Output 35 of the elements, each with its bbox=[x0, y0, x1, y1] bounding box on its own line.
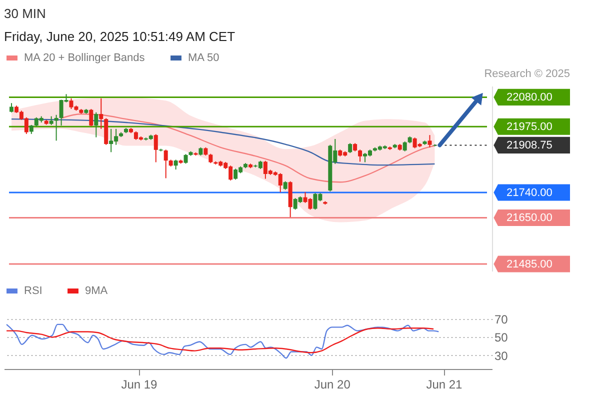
y-tick-label: 30 bbox=[494, 348, 508, 363]
x-tick-label: Jun 19 bbox=[121, 378, 158, 392]
candlestick bbox=[428, 134, 432, 148]
candlestick bbox=[208, 153, 213, 164]
legend-label: RSI bbox=[24, 285, 42, 297]
legend-label: MA 50 bbox=[188, 52, 220, 64]
line-series bbox=[6, 324, 440, 359]
candlestick bbox=[99, 98, 104, 130]
y-tick-label: 70 bbox=[494, 312, 508, 326]
x-tick-label: Jun 20 bbox=[314, 378, 351, 392]
chart-subtitle: Friday, June 20, 2025 10:51:49 AM CET bbox=[4, 29, 236, 44]
candlestick bbox=[154, 134, 158, 163]
y-tick-label: 21650.00 bbox=[506, 212, 552, 224]
candlestick bbox=[402, 141, 407, 152]
candlestick bbox=[348, 142, 352, 154]
legend-label: MA 20 + Bollinger Bands bbox=[24, 52, 146, 64]
candlestick bbox=[358, 149, 362, 162]
legend-label: 9MA bbox=[85, 285, 108, 297]
y-tick-label: 21908.75 bbox=[506, 140, 552, 152]
y-tick-label: 50 bbox=[494, 330, 508, 345]
x-tick-label: Jun 21 bbox=[426, 378, 463, 392]
candlestick bbox=[174, 159, 178, 170]
y-tick-label: 21485.00 bbox=[506, 258, 552, 270]
candlestick bbox=[94, 112, 98, 138]
candlestick bbox=[54, 114, 58, 142]
y-tick-label: 22080.00 bbox=[506, 92, 552, 104]
candlestick bbox=[164, 149, 168, 179]
y-tick-label: 21975.00 bbox=[506, 121, 552, 134]
text: Research © 2025 bbox=[484, 68, 570, 80]
line-series bbox=[6, 327, 434, 354]
y-tick-label: 21740.00 bbox=[506, 187, 552, 200]
candlestick bbox=[9, 102, 14, 113]
candlestick bbox=[89, 108, 94, 127]
text: 30 MIN bbox=[4, 6, 46, 21]
candlestick bbox=[184, 154, 188, 164]
